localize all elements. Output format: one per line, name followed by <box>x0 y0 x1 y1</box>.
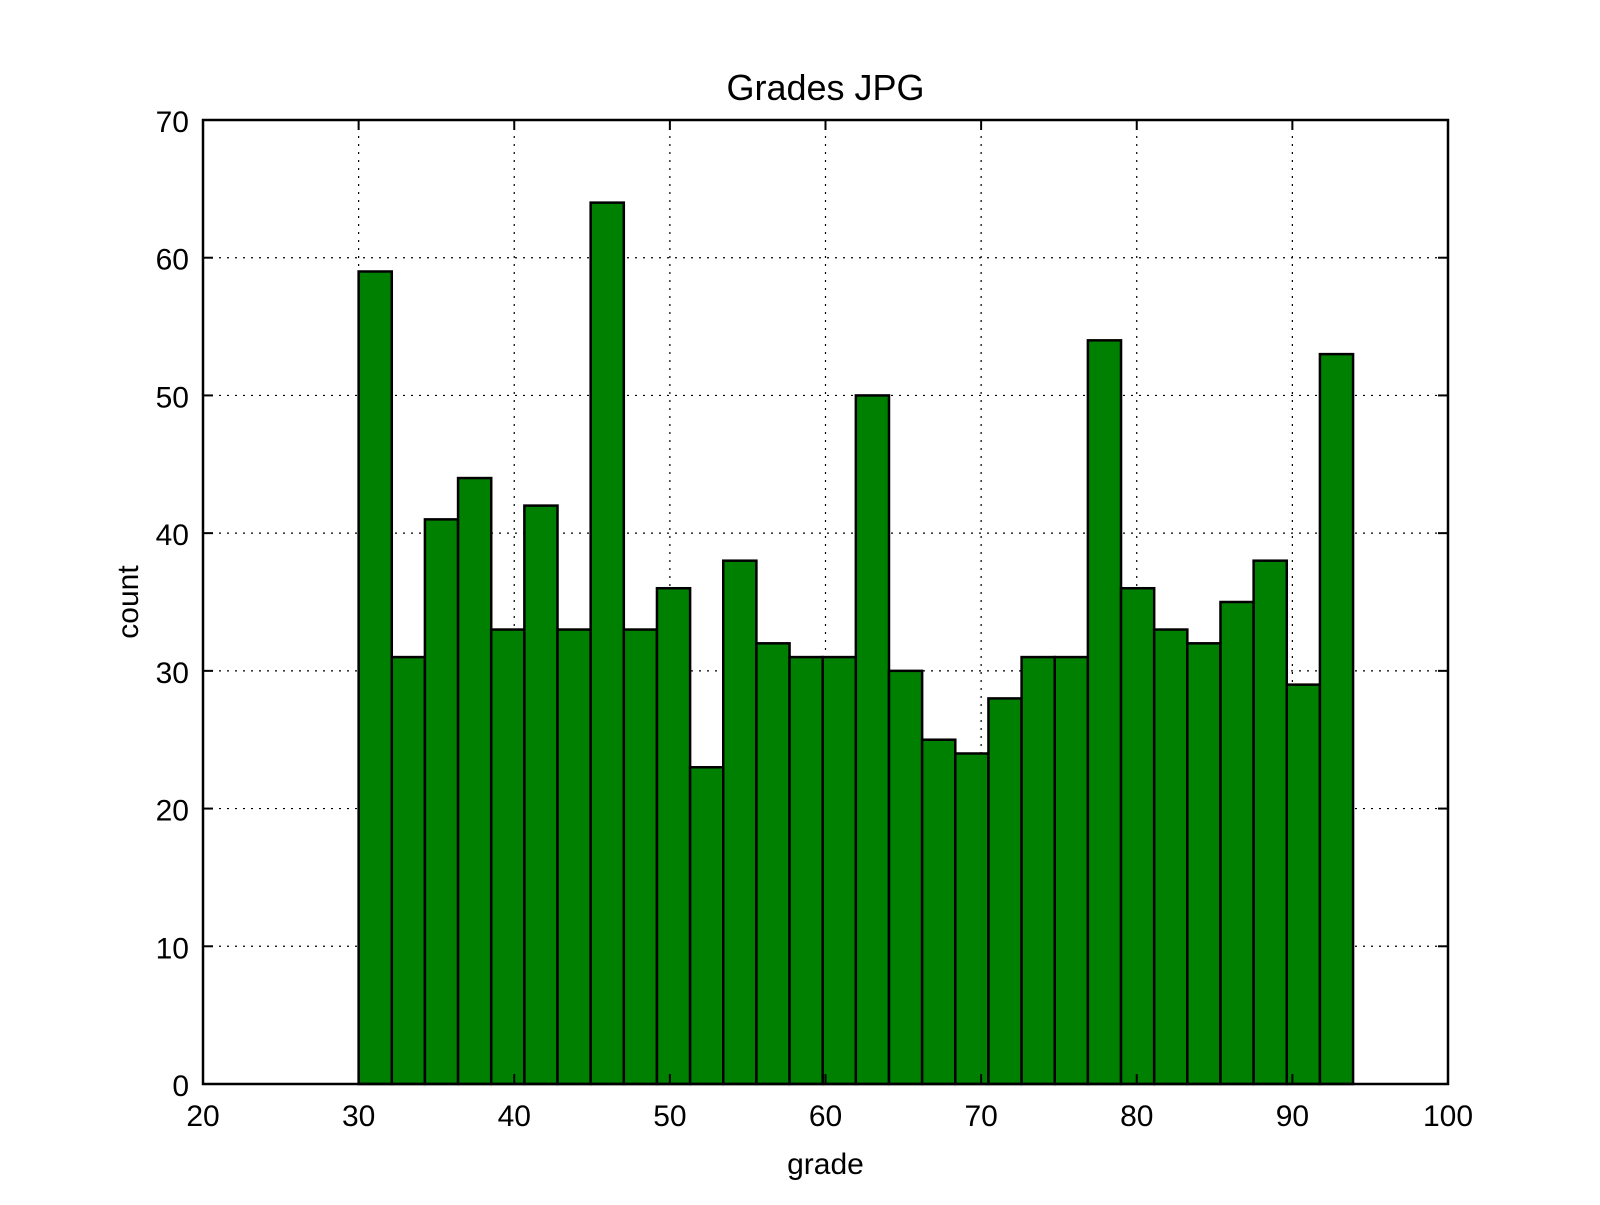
x-axis-title: grade <box>787 1148 864 1181</box>
histogram-bar <box>357 270 394 1086</box>
histogram-bar <box>1318 352 1355 1086</box>
x-tick-label: 100 <box>1423 1100 1473 1133</box>
histogram-bar <box>688 766 725 1086</box>
histogram-bar <box>954 752 990 1086</box>
histogram-bar <box>887 669 924 1086</box>
y-tick-label: 60 <box>156 244 189 277</box>
x-tick-label: 90 <box>1276 1100 1309 1133</box>
histogram-bar <box>456 476 493 1086</box>
y-axis-title: count <box>112 565 145 639</box>
histogram-bar <box>821 655 858 1086</box>
x-tick-label: 50 <box>653 1100 686 1133</box>
y-tick-label: 30 <box>156 657 189 690</box>
histogram-bar <box>1252 559 1289 1086</box>
histogram-bar <box>1020 655 1056 1086</box>
x-tick-label: 30 <box>342 1100 375 1133</box>
histogram-bar <box>1119 586 1156 1086</box>
histogram-bar <box>722 559 758 1086</box>
histogram-bar <box>655 586 692 1086</box>
chart-title: Grades JPG <box>726 67 924 108</box>
y-tick-label: 50 <box>156 381 189 414</box>
x-tick-label: 60 <box>809 1100 842 1133</box>
histogram-bar <box>1086 339 1123 1086</box>
y-tick-label: 0 <box>172 1070 189 1103</box>
histogram-bar <box>920 738 957 1086</box>
histogram-bar <box>589 201 626 1086</box>
histogram-bar <box>523 504 559 1086</box>
histogram-bar <box>1186 642 1222 1086</box>
x-tick-label: 70 <box>964 1100 997 1133</box>
histogram-bar <box>854 394 891 1086</box>
x-tick-label: 40 <box>498 1100 531 1133</box>
y-tick-label: 20 <box>156 795 189 828</box>
histogram-bar <box>1152 628 1189 1086</box>
histogram-bar <box>788 655 824 1086</box>
ticks-layer: 20 30 40 50 60 70 80 90 100 0 10 20 30 40 50 60 70 <box>156 106 1473 1133</box>
y-tick-label: 70 <box>156 106 189 139</box>
x-tick-label: 20 <box>186 1100 219 1133</box>
histogram-bar <box>390 655 427 1086</box>
histogram-bar <box>489 628 526 1086</box>
x-tick-label: 80 <box>1120 1100 1153 1133</box>
histogram-bar <box>423 518 460 1086</box>
histogram-bar <box>556 628 592 1086</box>
histogram-bar <box>622 628 659 1086</box>
y-tick-label: 10 <box>156 932 189 965</box>
y-tick-label: 40 <box>156 519 189 552</box>
bars-layer <box>357 201 1355 1086</box>
histogram-bar <box>1053 655 1090 1086</box>
histogram-bar <box>755 642 791 1086</box>
histogram-bar <box>987 697 1023 1086</box>
histogram-bar <box>1219 600 1255 1086</box>
histogram-bar <box>1285 683 1322 1086</box>
